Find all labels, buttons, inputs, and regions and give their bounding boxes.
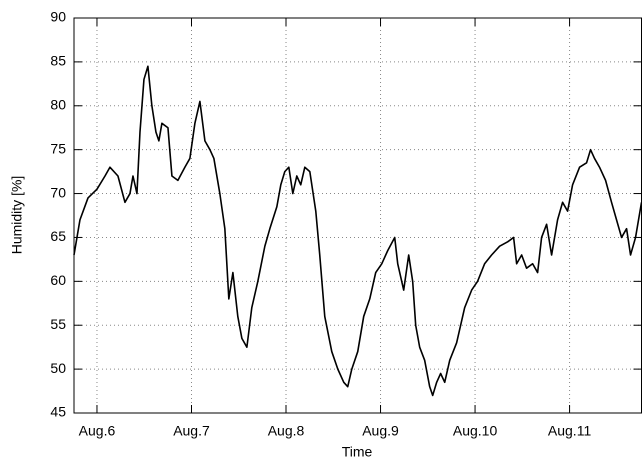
data-line	[73, 65, 642, 397]
y-axis-label: Humidity [%]	[9, 176, 25, 255]
x-tick-label: Aug.6	[79, 423, 116, 439]
x-axis-label: Time	[342, 444, 373, 460]
x-tick-label: Aug.8	[268, 423, 305, 439]
y-tick-label: 75	[50, 140, 66, 156]
y-tick-label: 45	[50, 404, 66, 420]
x-tick-label: Aug.9	[362, 423, 399, 439]
y-tick-label: 90	[50, 9, 66, 25]
y-tick-label: 55	[50, 316, 66, 332]
y-tick-label: 65	[50, 228, 66, 244]
x-tick-label: Aug.7	[173, 423, 210, 439]
y-tick-label: 50	[50, 360, 66, 376]
y-tick-label: 70	[50, 184, 66, 200]
y-tick-label: 60	[50, 272, 66, 288]
x-tick-label: Aug.11	[548, 423, 592, 439]
y-tick-label: 80	[50, 96, 66, 112]
y-tick-label: 85	[50, 53, 66, 69]
x-tick-label: Aug.10	[453, 423, 498, 439]
